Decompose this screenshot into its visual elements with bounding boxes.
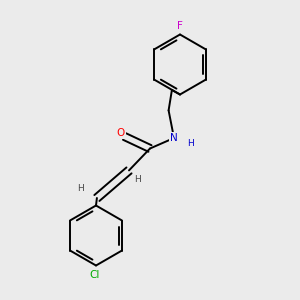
Text: H: H (187, 139, 194, 148)
Text: H: H (78, 184, 84, 193)
Text: O: O (117, 128, 125, 139)
Text: Cl: Cl (89, 269, 100, 280)
Text: H: H (134, 175, 140, 184)
Text: F: F (177, 21, 183, 31)
Text: N: N (170, 133, 178, 143)
